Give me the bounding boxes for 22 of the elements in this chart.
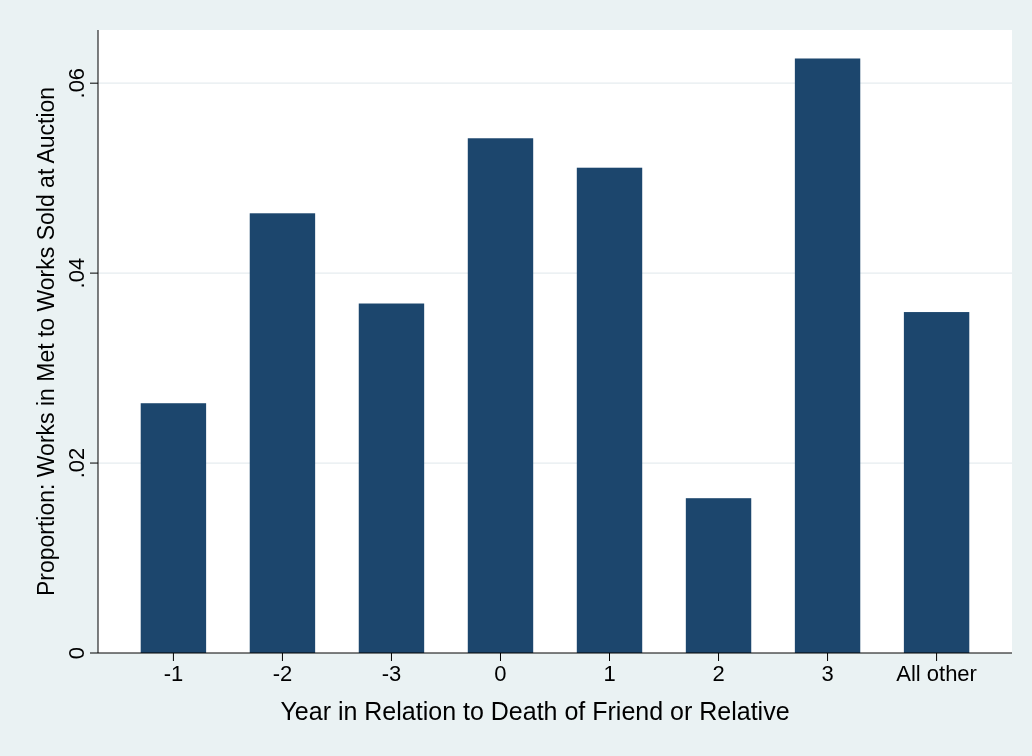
bar: [358, 303, 425, 653]
y-tick-label: 0: [64, 646, 89, 660]
y-tick-label: .06: [64, 67, 89, 99]
bar: [794, 58, 861, 653]
y-tick-label: .04: [64, 257, 89, 289]
y-tick-label: .02: [64, 447, 89, 479]
x-tick-label: 0: [494, 661, 507, 686]
x-tick-label: -1: [163, 661, 184, 686]
x-axis-title: Year in Relation to Death of Friend or Relative: [280, 697, 790, 725]
x-tick-label: 2: [712, 661, 725, 686]
bar: [467, 138, 534, 653]
x-tick-label: All other: [896, 661, 977, 686]
y-axis-title: Proportion: Works in Met to Works Sold at Auction: [33, 86, 59, 597]
bar: [140, 403, 207, 653]
x-tick-label: 3: [821, 661, 834, 686]
x-tick-label: 1: [603, 661, 616, 686]
bar: [576, 167, 643, 653]
bar: [903, 312, 970, 653]
bar: [685, 498, 752, 653]
x-tick-label: -3: [381, 661, 402, 686]
bar: [249, 213, 316, 653]
x-tick-label: -2: [272, 661, 293, 686]
